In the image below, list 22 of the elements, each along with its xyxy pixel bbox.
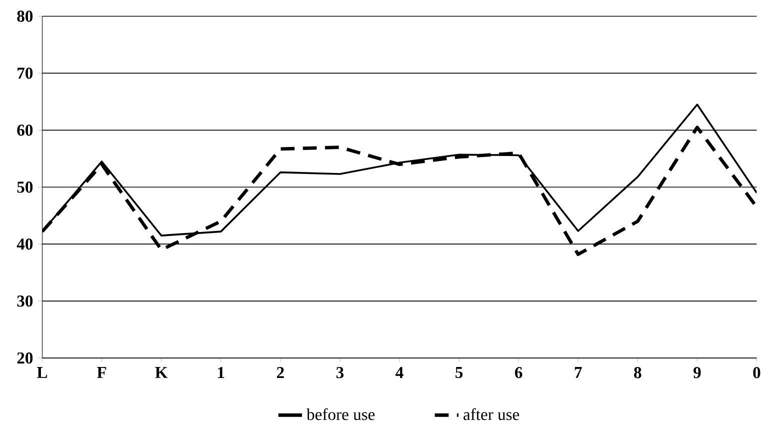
x-tick-label: 2 — [276, 367, 284, 378]
y-tick-label: 20 — [17, 352, 33, 364]
x-tick-label: L — [37, 367, 48, 378]
legend-label: before use — [306, 408, 375, 420]
y-tick-label: 40 — [16, 238, 33, 250]
x-tick-label: 0 — [753, 367, 760, 378]
y-tick-label: 70 — [18, 68, 33, 80]
y-tick-label: 80 — [17, 10, 33, 22]
legend-label: after use — [464, 408, 520, 420]
x-tick-label: 5 — [456, 367, 463, 378]
x-tick-label: 6 — [514, 367, 522, 378]
x-tick-label: 4 — [396, 367, 404, 378]
y-tick-label: 50 — [17, 182, 33, 193]
x-tick-label: 1 — [218, 367, 224, 378]
y-tick-label: 30 — [17, 296, 33, 307]
y-tick-label: 60 — [17, 124, 33, 136]
x-tick-label: 3 — [336, 367, 344, 378]
x-tick-label: 8 — [634, 367, 642, 378]
x-tick-label: 9 — [693, 367, 701, 378]
x-tick-label: 7 — [574, 367, 582, 378]
x-tick-label: F — [97, 367, 106, 378]
x-tick-label: K — [155, 367, 168, 378]
